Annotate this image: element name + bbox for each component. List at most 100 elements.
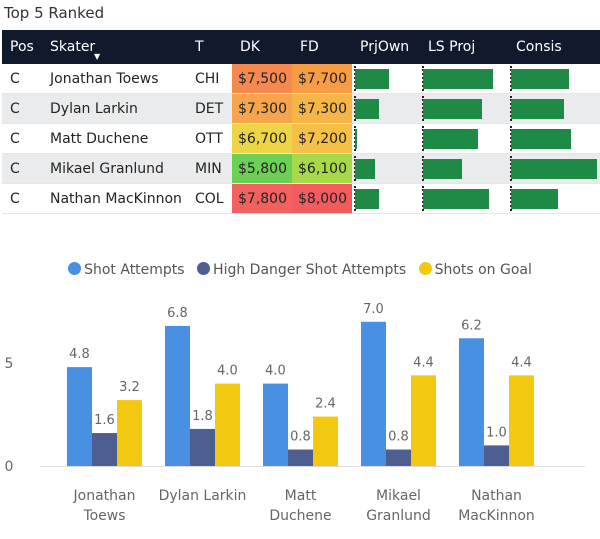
col-header-lsproj[interactable]: LS Proj [420,30,508,64]
legend-item-high-danger[interactable]: High Danger Shot Attempts [197,262,406,278]
cell-prjown [352,93,420,124]
table-row[interactable]: C Matt Duchene OTT $6,700 $7,200 [2,123,600,154]
data-bar-lsproj [423,99,483,119]
cell-pos: C [2,93,42,124]
table-row[interactable]: C Dylan Larkin DET $7,300 $7,300 [2,93,600,124]
x-tick-label: Jonathan [73,488,136,504]
bar-shot-attempts [165,325,190,466]
cell-prjown [352,153,420,184]
cell-fd: $7,700 [292,64,352,94]
legend-item-shots-on-goal[interactable]: Shots on Goal [418,262,532,278]
cell-dk: $7,300 [232,93,292,124]
data-bar-lsproj [423,159,462,179]
table-header-row: Pos Skater ▼ T DK FD PrjOwn LS Proj Consi… [2,30,600,64]
cell-consis [508,123,600,154]
data-bar-consis [511,129,572,149]
data-label: 6.2 [461,318,482,333]
cell-team: CHI [187,64,232,94]
sort-descending-icon: ▼ [94,52,101,61]
y-tick-label: 0 [5,459,14,475]
data-label: 2.4 [315,397,336,412]
data-bar-lsproj [423,189,489,209]
cell-consis [508,183,600,214]
data-bar-prjown [355,99,379,119]
cell-prjown [352,64,420,94]
data-label: 3.2 [119,380,140,395]
data-label: 0.8 [290,430,311,445]
x-tick-label: Dylan Larkin [159,488,247,504]
bar-shots-on-goal [215,383,240,466]
cell-fd: $7,300 [292,93,352,124]
table-row[interactable]: C Nathan MacKinnon COL $7,800 $8,000 [2,183,600,214]
cell-lsproj [420,183,508,214]
chart-legend: Shot Attempts High Danger Shot Attempts … [0,262,600,278]
data-label: 4.0 [217,364,238,379]
bar-high-danger [484,445,509,466]
legend-label-shots-on-goal: Shots on Goal [434,262,532,278]
col-header-dk[interactable]: DK [232,30,292,64]
bar-shot-attempts [263,383,288,466]
data-label: 7.0 [363,302,384,317]
data-bar-consis [511,99,565,119]
cell-lsproj [420,64,508,94]
cell-dk: $6,700 [232,123,292,154]
x-tick-label: Matt [285,488,317,504]
data-bar-lsproj [423,69,493,89]
data-bar-prjown [355,69,390,89]
y-tick-label: 5 [5,356,14,372]
col-header-consis[interactable]: Consis [508,30,600,64]
data-bar-prjown [355,159,375,179]
bar-high-danger [92,433,117,466]
data-label: 6.8 [167,306,188,321]
col-header-team[interactable]: T [187,30,232,64]
cell-skater: Nathan MacKinnon [42,183,187,214]
cell-skater: Dylan Larkin [42,93,187,124]
col-header-prjown[interactable]: PrjOwn [352,30,420,64]
data-bar-consis [511,189,559,209]
data-bar-prjown [355,189,379,209]
cell-team: MIN [187,153,232,184]
data-label: 1.8 [192,409,213,424]
table-row[interactable]: C Mikael Granlund MIN $5,800 $6,100 [2,153,600,184]
cell-pos: C [2,183,42,214]
cell-pos: C [2,64,42,94]
data-label: 4.0 [265,364,286,379]
legend-item-shot-attempts[interactable]: Shot Attempts [68,262,185,278]
cell-team: COL [187,183,232,214]
ranking-table: Pos Skater ▼ T DK FD PrjOwn LS Proj Consi… [2,30,600,214]
cell-consis [508,93,600,124]
cell-team: DET [187,93,232,124]
legend-label-high-danger: High Danger Shot Attempts [213,262,407,278]
legend-dot-shots-on-goal [418,262,432,275]
bar-shot-attempts [361,321,386,466]
col-header-skater-label: Skater [50,39,96,55]
col-header-skater[interactable]: Skater ▼ [42,30,187,64]
data-label: 0.8 [388,430,409,445]
cell-fd: $6,100 [292,153,352,184]
bar-high-danger [288,449,313,466]
cell-skater: Matt Duchene [42,123,187,154]
bar-shots-on-goal [509,375,534,466]
cell-dk: $7,500 [232,64,292,94]
data-label: 1.0 [486,425,507,440]
legend-label-shot-attempts: Shot Attempts [84,262,185,278]
cell-fd: $8,000 [292,183,352,214]
cell-lsproj [420,123,508,154]
data-bar-consis [511,159,597,179]
cell-prjown [352,123,420,154]
cell-skater: Jonathan Toews [42,64,187,94]
col-header-fd[interactable]: FD [292,30,352,64]
legend-dot-shot-attempts [68,262,82,275]
data-bar-consis [511,69,570,89]
cell-skater: Mikael Granlund [42,153,187,184]
bar-shots-on-goal [411,375,436,466]
x-tick-label: Duchene [269,508,331,524]
bar-shots-on-goal [117,400,142,466]
col-header-pos[interactable]: Pos [2,30,42,64]
data-label: 4.4 [413,355,434,370]
cell-lsproj [420,93,508,124]
bar-high-danger [190,428,215,466]
table-row[interactable]: C Jonathan Toews CHI $7,500 $7,700 [2,64,600,94]
bar-shot-attempts [459,338,484,466]
data-bar-prjown [355,129,357,149]
